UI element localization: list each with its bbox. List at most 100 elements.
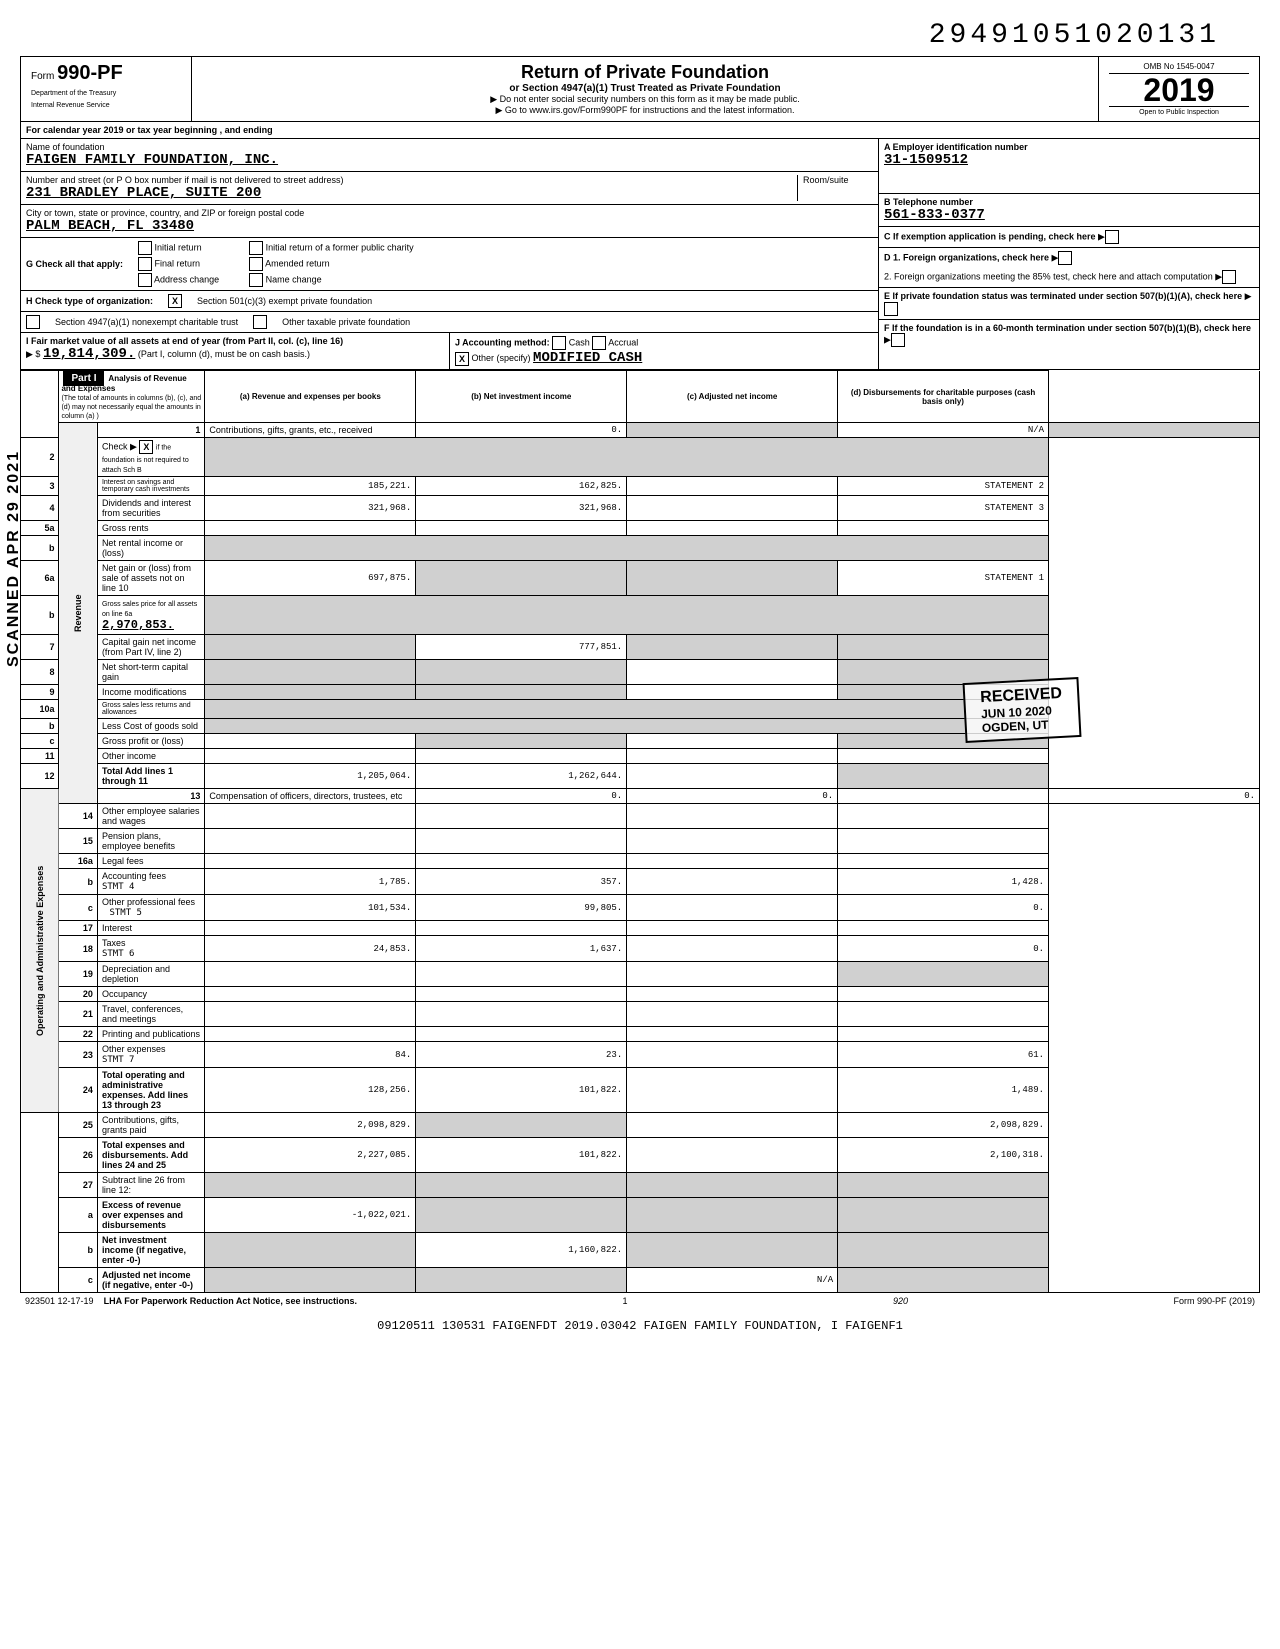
60month-checkbox[interactable] [891, 333, 905, 347]
footer-hand: 920 [893, 1296, 908, 1306]
form-number: 990-PF [57, 62, 123, 84]
line-10c-num: c [21, 734, 59, 749]
address-label: Number and street (or P O box number if … [26, 175, 797, 185]
line-3-label: Interest on savings and temporary cash i… [97, 477, 204, 496]
col-d-header: (d) Disbursements for charitable purpose… [838, 371, 1049, 423]
footer-code: 923501 12-17-19 [25, 1296, 94, 1306]
line-13-b: 0. [627, 789, 838, 804]
schb-checkbox[interactable]: X [139, 440, 153, 454]
line-15-num: 15 [59, 829, 97, 854]
scanned-stamp: SCANNED APR 29 2021 [5, 450, 23, 667]
line-27b-label: Net investment income (if negative, ente… [97, 1233, 204, 1268]
line-11-label: Other income [97, 749, 204, 764]
info-left-column: Name of foundation FAIGEN FAMILY FOUNDAT… [21, 139, 879, 369]
line-26-num: 26 [59, 1138, 97, 1173]
check-g-row: G Check all that apply: Initial return I… [21, 238, 878, 291]
line-3-num: 3 [21, 477, 59, 496]
exemption-checkbox[interactable] [1105, 230, 1119, 244]
line-23-a: 84. [205, 1042, 416, 1068]
foundation-city: PALM BEACH, FL 33480 [26, 218, 873, 234]
line-20-label: Occupancy [97, 987, 204, 1002]
dept-line-2: Internal Revenue Service [31, 102, 181, 109]
line-4-a: 321,968. [205, 496, 416, 521]
initial-return-checkbox[interactable] [138, 241, 152, 255]
line-11-num: 11 [21, 749, 59, 764]
line-16b-num: b [59, 869, 97, 895]
address-cell: Number and street (or P O box number if … [21, 172, 878, 205]
ein-label: A Employer identification number [884, 142, 1254, 152]
line-26-b: 101,822. [416, 1138, 627, 1173]
line-12-num: 12 [21, 764, 59, 789]
501c3-checkbox[interactable]: X [168, 294, 182, 308]
line-6b-num: b [21, 596, 59, 635]
line-12-label: Total Add lines 1 through 11 [97, 764, 204, 789]
line-8-label: Net short-term capital gain [97, 660, 204, 685]
line-17-label: Interest [97, 921, 204, 936]
4947-checkbox[interactable] [26, 315, 40, 329]
initial-former-checkbox[interactable] [249, 241, 263, 255]
line-22-num: 22 [59, 1027, 97, 1042]
line-16a-label: Legal fees [97, 854, 204, 869]
line-18-num: 18 [59, 936, 97, 962]
title-box: Return of Private Foundation or Section … [192, 57, 1098, 121]
line-27a-num: a [59, 1198, 97, 1233]
phone-cell: B Telephone number 561-833-0377 [879, 194, 1259, 227]
name-change-checkbox[interactable] [249, 273, 263, 287]
dept-line-1: Department of the Treasury [31, 90, 181, 97]
foundation-address: 231 BRADLEY PLACE, SUITE 200 [26, 185, 797, 201]
year-box: OMB No 1545-0047 2019 Open to Public Ins… [1098, 57, 1259, 121]
line-18-a: 24,853. [205, 936, 416, 962]
line-10a-label: Gross sales less returns and allowances [97, 700, 204, 719]
line-16b-b: 357. [416, 869, 627, 895]
line-1-num: 1 [97, 423, 204, 438]
line-24-num: 24 [59, 1068, 97, 1113]
line-24-a: 128,256. [205, 1068, 416, 1113]
box-d-cell: D 1. Foreign organizations, check here ▶… [879, 248, 1259, 288]
form-note-2: ▶ Go to www.irs.gov/Form990PF for instru… [197, 105, 1093, 116]
line-26-a: 2,227,085. [205, 1138, 416, 1173]
line-27b-b: 1,160,822. [416, 1233, 627, 1268]
opt-final: Final return [155, 258, 201, 268]
line-5a-label: Gross rents [97, 521, 204, 536]
foundation-name-cell: Name of foundation FAIGEN FAMILY FOUNDAT… [21, 139, 878, 172]
check-i-label: I Fair market value of all assets at end… [26, 336, 343, 346]
line-14-label: Other employee salaries and wages [97, 804, 204, 829]
final-return-checkbox[interactable] [138, 257, 152, 271]
line-1-c: N/A [838, 423, 1049, 438]
foreign85-checkbox[interactable] [1222, 270, 1236, 284]
calendar-year-row: For calendar year 2019 or tax year begin… [20, 122, 1260, 139]
line-9-num: 9 [21, 685, 59, 700]
other-taxable-checkbox[interactable] [253, 315, 267, 329]
opt-amended: Amended return [265, 258, 330, 268]
line-23-stmt: STMT 7 [102, 1055, 135, 1065]
form-subtitle: or Section 4947(a)(1) Trust Treated as P… [197, 83, 1093, 94]
line-16c-a: 101,534. [205, 895, 416, 921]
line-14-num: 14 [59, 804, 97, 829]
form-header: Form 990-PF Department of the Treasury I… [20, 56, 1260, 122]
address-change-checkbox[interactable] [138, 273, 152, 287]
line-16c-d: 0. [838, 895, 1049, 921]
phone-label: B Telephone number [884, 197, 1254, 207]
foreign-checkbox[interactable] [1058, 251, 1072, 265]
room-suite-label: Room/suite [797, 175, 873, 201]
footer-lha: LHA For Paperwork Reduction Act Notice, … [104, 1296, 357, 1306]
amended-checkbox[interactable] [249, 257, 263, 271]
tax-year: 2019 [1109, 74, 1249, 106]
line-10b-num: b [21, 719, 59, 734]
line-16c-label: Other professional fees [102, 897, 195, 907]
line-21-label: Travel, conferences, and meetings [97, 1002, 204, 1027]
line-13-num: 13 [97, 789, 204, 804]
terminated-checkbox[interactable] [884, 302, 898, 316]
line-6a-label: Net gain or (loss) from sale of assets n… [97, 561, 204, 596]
city-cell: City or town, state or province, country… [21, 205, 878, 238]
check-j-label: J Accounting method: [455, 337, 550, 347]
box-d2-label: 2. Foreign organizations meeting the 85%… [884, 271, 1213, 281]
line-2-num: 2 [21, 438, 59, 477]
revenue-label: Revenue [59, 423, 97, 804]
other-method-checkbox[interactable]: X [455, 352, 469, 366]
accrual-checkbox[interactable] [592, 336, 606, 350]
cash-checkbox[interactable] [552, 336, 566, 350]
col-c-header: (c) Adjusted net income [627, 371, 838, 423]
line-26-d: 2,100,318. [838, 1138, 1049, 1173]
line-25-a: 2,098,829. [205, 1113, 416, 1138]
